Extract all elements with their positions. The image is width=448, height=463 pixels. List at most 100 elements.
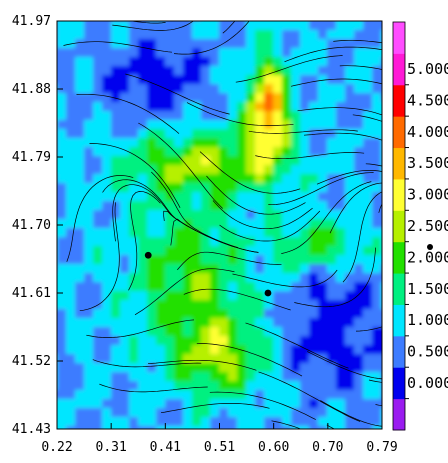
field-cell	[66, 372, 76, 382]
field-cell	[192, 309, 202, 319]
field-cell	[237, 228, 247, 238]
field-cell	[291, 354, 301, 364]
field-cell	[111, 390, 121, 400]
field-cell	[291, 39, 301, 49]
field-cell	[57, 183, 67, 193]
field-cell	[264, 318, 274, 328]
field-cell	[336, 336, 346, 346]
field-cell	[246, 165, 256, 175]
field-cell	[183, 111, 193, 121]
field-cell	[246, 219, 256, 229]
field-cell	[372, 255, 382, 265]
field-cell	[111, 84, 121, 94]
field-cell	[111, 66, 121, 76]
field-cell	[120, 417, 130, 427]
field-cell	[228, 273, 238, 283]
field-cell	[327, 174, 337, 184]
field-cell	[93, 390, 103, 400]
field-cell	[120, 30, 130, 40]
field-cell	[237, 372, 247, 382]
field-cell	[345, 192, 355, 202]
field-cell	[57, 21, 67, 31]
field-cell	[327, 192, 337, 202]
field-cell	[129, 75, 139, 85]
field-cell	[300, 255, 310, 265]
field-cell	[228, 111, 238, 121]
field-cell	[318, 219, 328, 229]
field-cell	[183, 57, 193, 67]
field-cell	[309, 327, 319, 337]
field-cell	[192, 111, 202, 121]
field-cell	[255, 57, 265, 67]
field-cell	[318, 228, 328, 238]
field-cell	[174, 192, 184, 202]
field-cell	[75, 408, 85, 418]
field-cell	[138, 165, 148, 175]
field-cell	[102, 354, 112, 364]
field-cell	[138, 21, 148, 31]
field-cell	[120, 102, 130, 112]
field-cell	[192, 30, 202, 40]
field-cell	[282, 255, 292, 265]
field-cell	[210, 426, 220, 429]
field-cell	[336, 354, 346, 364]
field-cell	[138, 318, 148, 328]
field-cell	[120, 201, 130, 211]
field-cell	[372, 120, 382, 130]
field-cell	[345, 417, 355, 427]
field-cell	[147, 39, 157, 49]
streamline	[138, 122, 223, 209]
field-cell	[282, 102, 292, 112]
field-cell	[309, 129, 319, 139]
field-cell	[273, 282, 283, 292]
field-cell	[354, 372, 364, 382]
field-cell	[120, 57, 130, 67]
field-cell	[345, 246, 355, 256]
field-cell	[57, 174, 67, 184]
field-cell	[192, 327, 202, 337]
field-cell	[57, 291, 67, 301]
field-cell	[228, 183, 238, 193]
field-cell	[129, 318, 139, 328]
field-cell	[174, 237, 184, 247]
field-cell	[165, 381, 175, 391]
streamline	[339, 65, 382, 70]
field-cell	[75, 48, 85, 58]
field-cell	[318, 57, 328, 67]
field-cell	[291, 129, 301, 139]
field-cell	[219, 399, 229, 409]
streamline	[63, 41, 173, 53]
field-cell	[129, 120, 139, 130]
field-cell	[165, 408, 175, 418]
field-cell	[66, 282, 76, 292]
field-cell	[264, 192, 274, 202]
field-cell	[75, 165, 85, 175]
field-cell	[84, 66, 94, 76]
field-cell	[237, 435, 247, 445]
colorbar-label: 0.000	[407, 374, 448, 392]
field-cell	[147, 426, 157, 429]
field-cell	[336, 39, 346, 49]
field-cell	[75, 219, 85, 229]
field-cell	[165, 426, 175, 429]
field-cell	[264, 417, 274, 427]
field-cell	[372, 219, 382, 229]
field-cell	[120, 381, 130, 391]
field-cell	[93, 327, 103, 337]
field-cell	[147, 399, 157, 409]
field-cell	[345, 129, 355, 139]
field-cell	[120, 255, 130, 265]
field-cell	[318, 210, 328, 220]
field-cell	[138, 246, 148, 256]
field-cell	[102, 264, 112, 274]
field-cell	[219, 138, 229, 148]
field-cell	[372, 309, 382, 319]
field-cell	[255, 192, 265, 202]
field-cell	[309, 219, 319, 229]
field-cell	[390, 12, 400, 22]
field-cell	[363, 156, 373, 166]
field-cell	[129, 219, 139, 229]
field-cell	[255, 111, 265, 121]
field-cell	[183, 147, 193, 157]
field-cell	[84, 228, 94, 238]
